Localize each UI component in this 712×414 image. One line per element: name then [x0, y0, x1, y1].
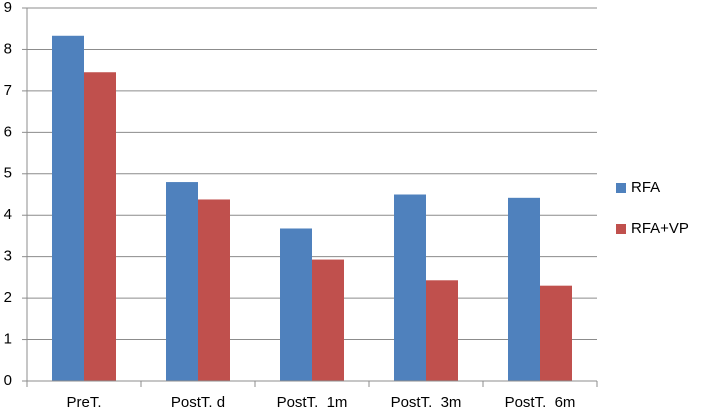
x-tick-label: PostT. 6m	[505, 394, 576, 411]
y-tick-label: 7	[4, 82, 12, 99]
bar	[312, 259, 344, 381]
y-tick-label: 6	[4, 123, 12, 140]
y-tick-label: 0	[4, 372, 12, 389]
legend-swatch	[616, 224, 626, 234]
x-tick-label: PostT. d	[171, 394, 225, 411]
bar	[52, 35, 84, 382]
bar	[280, 228, 312, 381]
y-tick-label: 4	[4, 206, 12, 223]
y-tick-label: 2	[4, 289, 12, 306]
y-tick-label: 3	[4, 248, 12, 265]
x-tick-label: PostT. 3m	[391, 394, 462, 411]
bar	[166, 182, 198, 381]
bar	[426, 280, 458, 381]
bar	[540, 285, 572, 381]
x-tick-label: PreT.	[66, 394, 101, 411]
legend-swatch	[616, 183, 626, 193]
y-tick-label: 9	[4, 0, 12, 16]
bar	[198, 199, 230, 381]
bar	[84, 72, 116, 381]
x-tick-label: PostT. 1m	[277, 394, 348, 411]
bar	[508, 197, 540, 381]
y-tick-label: 5	[4, 165, 12, 182]
legend-label: RFA+VP	[631, 220, 689, 237]
legend-label: RFA	[631, 179, 660, 196]
y-tick-label: 1	[4, 331, 12, 348]
bar	[394, 194, 426, 381]
y-tick-label: 8	[4, 40, 12, 57]
